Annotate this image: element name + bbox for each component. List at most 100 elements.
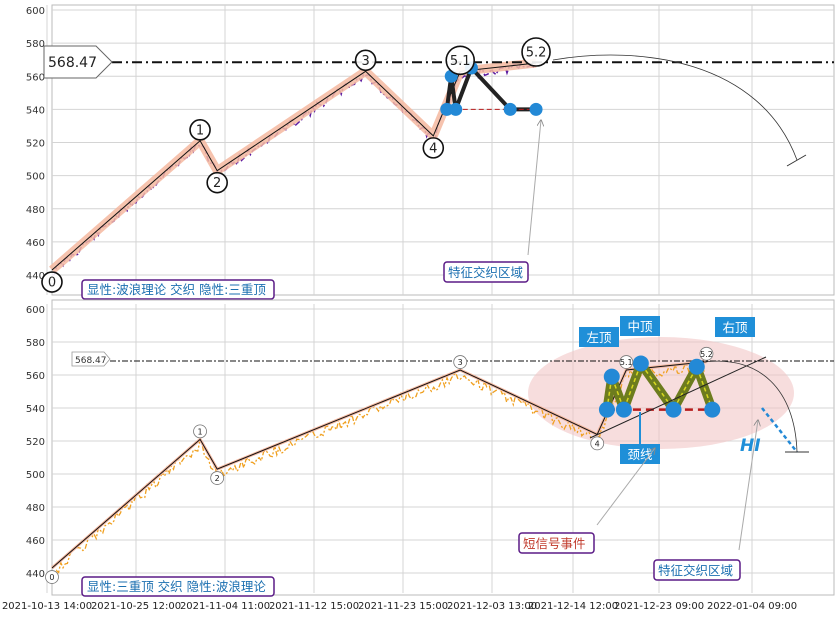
- wave-label-circle: [206, 171, 228, 194]
- bottom-callout-box: [653, 559, 741, 581]
- wave-label: 0: [49, 573, 54, 582]
- wave-label: 5.2: [526, 46, 547, 61]
- pattern-marker: [632, 355, 649, 372]
- wave-label: 4: [429, 141, 437, 156]
- top-callout-arrow: [527, 120, 541, 256]
- y-tick-label: 440: [26, 569, 45, 580]
- wave-label: 3: [361, 54, 369, 69]
- wave-label: 1: [198, 427, 203, 436]
- pattern-marker: [440, 102, 454, 116]
- bottom-legend-text: 显性:三重顶 交织 隐性:波浪理论: [87, 579, 266, 594]
- top-callout-box: [443, 261, 529, 283]
- x-tick-label: 2021-11-12 15:00: [269, 601, 359, 612]
- wave-label-circle: [189, 119, 211, 141]
- top-callout-text: 特征交织区域: [448, 265, 523, 280]
- wave-label: 5.1: [450, 54, 471, 69]
- y-tick-label: 480: [26, 205, 45, 216]
- wave-label-circle: [699, 346, 714, 361]
- wave-label-circle: [619, 355, 634, 369]
- y-tick-label: 520: [26, 139, 45, 150]
- wave-label-circle: [41, 271, 63, 293]
- pattern-marker: [529, 102, 543, 116]
- wave-label-circle: [354, 49, 377, 72]
- wave-label-circle: [45, 570, 59, 584]
- pattern-marker: [503, 102, 517, 116]
- wave-label-circle: [445, 45, 476, 76]
- pattern-marker: [704, 401, 721, 418]
- event-text: 短信号事件: [523, 536, 586, 551]
- wave-label: 4: [595, 439, 600, 448]
- bottom-wave-labels: 0 1 2 3 4 5.1 5.2: [45, 346, 714, 584]
- y-tick-label: 480: [26, 503, 45, 514]
- label-middle-top: 中顶: [620, 316, 660, 336]
- bottom-callout-text: 特征交织区域: [658, 563, 733, 578]
- y-tick-label: 600: [26, 6, 45, 17]
- bottom-callout-arrow: [738, 420, 758, 551]
- top-legend-box: [81, 279, 275, 300]
- x-tick-label: 2021-11-23 15:00: [358, 601, 448, 612]
- bottom-legend-box: [81, 576, 275, 597]
- top-y-ticks: 440 460 480 500 520 540 560 580 600: [26, 6, 45, 282]
- wave-label-circle: [422, 137, 445, 159]
- wave-label: 0: [48, 276, 56, 291]
- y-tick-label: 460: [26, 536, 45, 547]
- bottom-y-ticks: 440 460 480 500 520 540 560 580 600: [26, 305, 45, 580]
- x-tick-label: 2021-10-13 14:00: [2, 601, 92, 612]
- bottom-wave-path: [51, 360, 707, 570]
- top-price-flag: 568.47: [43, 45, 113, 79]
- svg-text:右顶: 右顶: [722, 320, 748, 335]
- y-tick-label: 440: [26, 271, 45, 282]
- y-tick-label: 560: [26, 371, 45, 382]
- wave-label: 3: [458, 358, 463, 367]
- y-tick-label: 520: [26, 437, 45, 448]
- pattern-marker: [449, 102, 463, 116]
- x-tick-label: 2021-11-04 11:00: [180, 601, 270, 612]
- svg-text:左顶: 左顶: [586, 330, 612, 345]
- wave-label-circle: [521, 37, 551, 67]
- wave-label: 2: [215, 474, 220, 483]
- wave-label: 5.2: [700, 350, 713, 359]
- pattern-marker: [598, 401, 615, 418]
- svg-text:颈线: 颈线: [627, 447, 653, 462]
- y-tick-label: 580: [26, 39, 45, 50]
- bottom-projection-drop: [761, 407, 798, 453]
- y-tick-label: 540: [26, 404, 45, 415]
- top-legend-text: 显性:波浪理论 交织 隐性:三重顶: [87, 282, 266, 297]
- bottom-trend-line: [589, 356, 767, 439]
- bottom-price-flag: 568.47: [71, 351, 111, 367]
- wave-label-circle: [193, 424, 207, 439]
- top-price-flag-label: 568.47: [48, 55, 97, 71]
- y-tick-label: 500: [26, 172, 45, 183]
- x-tick-label: 2021-10-25 12:00: [91, 601, 181, 612]
- label-left-top: 左顶: [579, 327, 619, 347]
- svg-text:中顶: 中顶: [627, 319, 653, 334]
- label-right-top: 右顶: [715, 317, 755, 337]
- y-tick-label: 500: [26, 470, 45, 481]
- wave-label: 2: [213, 176, 221, 191]
- wave-label-circle: [453, 355, 468, 369]
- event-box: [518, 532, 595, 554]
- top-wave-labels: 0 1 2 3 4 5.1 5.2: [41, 37, 551, 293]
- bottom-price-flag-label: 568.47: [75, 356, 107, 366]
- y-tick-label: 540: [26, 105, 45, 116]
- wave-label: 1: [196, 123, 204, 138]
- wave-label-circle: [590, 436, 605, 451]
- top-projection-end: [786, 154, 807, 167]
- x-tick-label: 2021-12-14 12:00: [528, 601, 618, 612]
- pattern-marker: [688, 358, 705, 375]
- top-projection-arc: [552, 54, 798, 161]
- x-tick-label: 2021-12-23 09:00: [614, 601, 704, 612]
- x-tick-label: 2021-12-03 13:00: [447, 601, 537, 612]
- x-tick-label: 2022-01-04 09:00: [707, 601, 797, 612]
- bottom-pattern: [598, 355, 721, 418]
- wave-label: 5.1: [620, 358, 633, 367]
- y-tick-label: 560: [26, 72, 45, 83]
- pattern-marker: [615, 401, 632, 418]
- event-arrow: [596, 448, 655, 526]
- wave-label-circle: [210, 471, 225, 485]
- y-tick-label: 460: [26, 238, 45, 249]
